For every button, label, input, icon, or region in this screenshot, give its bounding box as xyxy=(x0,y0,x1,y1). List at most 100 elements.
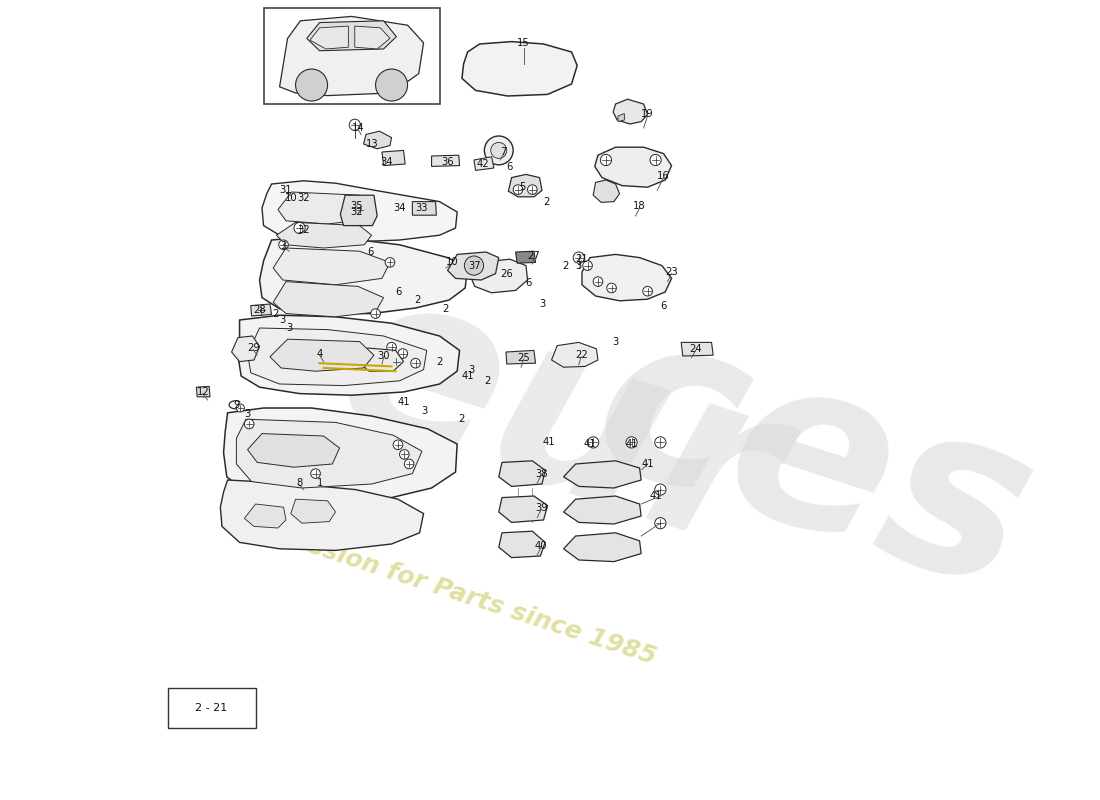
Text: 2: 2 xyxy=(562,261,569,270)
Text: 41: 41 xyxy=(625,439,638,449)
Polygon shape xyxy=(307,21,396,50)
Text: 41: 41 xyxy=(543,437,556,446)
Text: 13: 13 xyxy=(366,139,378,149)
Text: 32: 32 xyxy=(350,207,363,217)
Text: 3: 3 xyxy=(279,315,286,325)
Polygon shape xyxy=(251,304,272,316)
Circle shape xyxy=(654,518,666,529)
Polygon shape xyxy=(197,386,210,397)
Text: 2: 2 xyxy=(442,304,449,314)
Text: 32: 32 xyxy=(297,194,310,203)
Text: 2: 2 xyxy=(414,295,420,305)
Text: eur: eur xyxy=(311,247,805,601)
Polygon shape xyxy=(270,339,374,371)
Bar xyxy=(167,688,255,728)
Circle shape xyxy=(278,240,288,250)
Text: 33: 33 xyxy=(416,203,428,213)
Polygon shape xyxy=(220,480,424,550)
Polygon shape xyxy=(506,350,536,364)
Circle shape xyxy=(587,437,598,448)
Circle shape xyxy=(385,258,395,267)
Text: 3: 3 xyxy=(244,410,251,419)
Circle shape xyxy=(371,309,381,318)
Text: 14: 14 xyxy=(352,123,364,133)
Text: 8: 8 xyxy=(296,478,303,488)
Polygon shape xyxy=(613,99,648,124)
Polygon shape xyxy=(431,155,460,166)
Text: 6: 6 xyxy=(506,162,513,172)
Polygon shape xyxy=(448,252,498,280)
Text: 34: 34 xyxy=(381,157,393,166)
Text: 25: 25 xyxy=(517,353,530,362)
Circle shape xyxy=(607,283,616,293)
Text: 4: 4 xyxy=(317,349,322,358)
Circle shape xyxy=(294,222,305,234)
Text: 6: 6 xyxy=(660,302,667,311)
Text: 6: 6 xyxy=(367,247,374,257)
Polygon shape xyxy=(462,42,578,96)
Text: 2: 2 xyxy=(484,376,491,386)
Text: 10: 10 xyxy=(285,194,297,203)
Text: 2: 2 xyxy=(437,357,443,366)
Text: 36: 36 xyxy=(441,157,454,166)
Polygon shape xyxy=(278,192,375,224)
Polygon shape xyxy=(276,222,372,248)
Text: 31: 31 xyxy=(279,186,293,195)
Text: 5: 5 xyxy=(519,182,526,192)
Text: 6: 6 xyxy=(525,278,531,288)
Text: 15: 15 xyxy=(517,38,530,48)
Text: 2: 2 xyxy=(458,414,464,424)
Polygon shape xyxy=(273,248,390,285)
Polygon shape xyxy=(498,461,546,486)
Circle shape xyxy=(387,342,396,352)
Circle shape xyxy=(626,437,637,448)
Text: 27: 27 xyxy=(528,251,540,261)
Circle shape xyxy=(410,358,420,368)
Text: 12: 12 xyxy=(197,387,209,397)
Bar xyxy=(264,8,440,104)
Text: 34: 34 xyxy=(394,203,406,213)
Circle shape xyxy=(244,419,254,429)
Polygon shape xyxy=(582,254,672,301)
Text: 32: 32 xyxy=(297,225,310,234)
Text: 3: 3 xyxy=(613,337,618,346)
Circle shape xyxy=(311,469,320,478)
Text: ces: ces xyxy=(568,287,1057,641)
Polygon shape xyxy=(595,147,672,187)
Text: 3: 3 xyxy=(469,365,475,374)
Circle shape xyxy=(393,440,403,450)
Polygon shape xyxy=(498,496,548,522)
Circle shape xyxy=(392,357,402,366)
Polygon shape xyxy=(273,282,384,317)
Text: 2 - 21: 2 - 21 xyxy=(196,703,228,713)
Polygon shape xyxy=(508,174,542,197)
Polygon shape xyxy=(412,202,437,215)
Polygon shape xyxy=(563,461,641,488)
Polygon shape xyxy=(681,342,713,356)
Text: 40: 40 xyxy=(535,541,548,550)
Text: 41: 41 xyxy=(461,371,474,381)
Polygon shape xyxy=(279,16,424,96)
Circle shape xyxy=(528,185,537,194)
Text: 41: 41 xyxy=(649,491,662,501)
Text: 35: 35 xyxy=(350,201,363,210)
Circle shape xyxy=(349,119,361,130)
Text: 18: 18 xyxy=(634,202,646,211)
Circle shape xyxy=(464,256,484,275)
Text: 23: 23 xyxy=(666,267,678,277)
Text: 30: 30 xyxy=(377,351,389,361)
Circle shape xyxy=(642,286,652,296)
Circle shape xyxy=(573,252,584,263)
Text: 39: 39 xyxy=(535,503,548,513)
Polygon shape xyxy=(340,195,377,226)
Text: 9: 9 xyxy=(233,400,240,410)
Text: 26: 26 xyxy=(500,270,513,279)
Circle shape xyxy=(593,277,603,286)
Polygon shape xyxy=(470,259,528,293)
Polygon shape xyxy=(618,114,625,122)
Circle shape xyxy=(398,349,408,358)
Polygon shape xyxy=(238,315,460,395)
Circle shape xyxy=(514,185,522,194)
Text: 10: 10 xyxy=(447,257,459,266)
Polygon shape xyxy=(290,499,336,523)
